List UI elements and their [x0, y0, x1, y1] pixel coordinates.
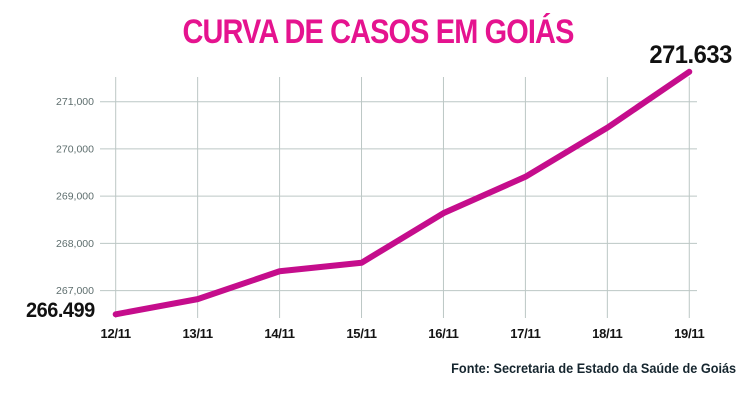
x-tick-label: 19/11: [674, 326, 704, 341]
x-tick-label: 15/11: [346, 326, 376, 341]
x-tick-label: 13/11: [182, 326, 212, 341]
start-value-label: 266.499: [26, 299, 95, 322]
x-tick-label: 17/11: [510, 326, 540, 341]
end-value-label: 271.633: [649, 41, 732, 69]
x-tick-label: 18/11: [592, 326, 622, 341]
case-curve-line: [112, 68, 693, 318]
y-tick-label: 269,000: [56, 191, 94, 203]
x-tick-label: 16/11: [428, 326, 458, 341]
x-tick-label: 14/11: [264, 326, 294, 341]
chart-title: CURVA DE CASOS EM GOIÁS: [182, 13, 574, 51]
y-tick-label: 268,000: [56, 238, 94, 250]
y-tick-label: 271,000: [56, 96, 94, 108]
x-tick-label: 12/11: [101, 326, 131, 341]
y-tick-label: 270,000: [56, 143, 94, 155]
y-tick-label: 267,000: [56, 285, 94, 297]
source-credit: Fonte: Secretaria de Estado da Saúde de …: [451, 361, 736, 376]
